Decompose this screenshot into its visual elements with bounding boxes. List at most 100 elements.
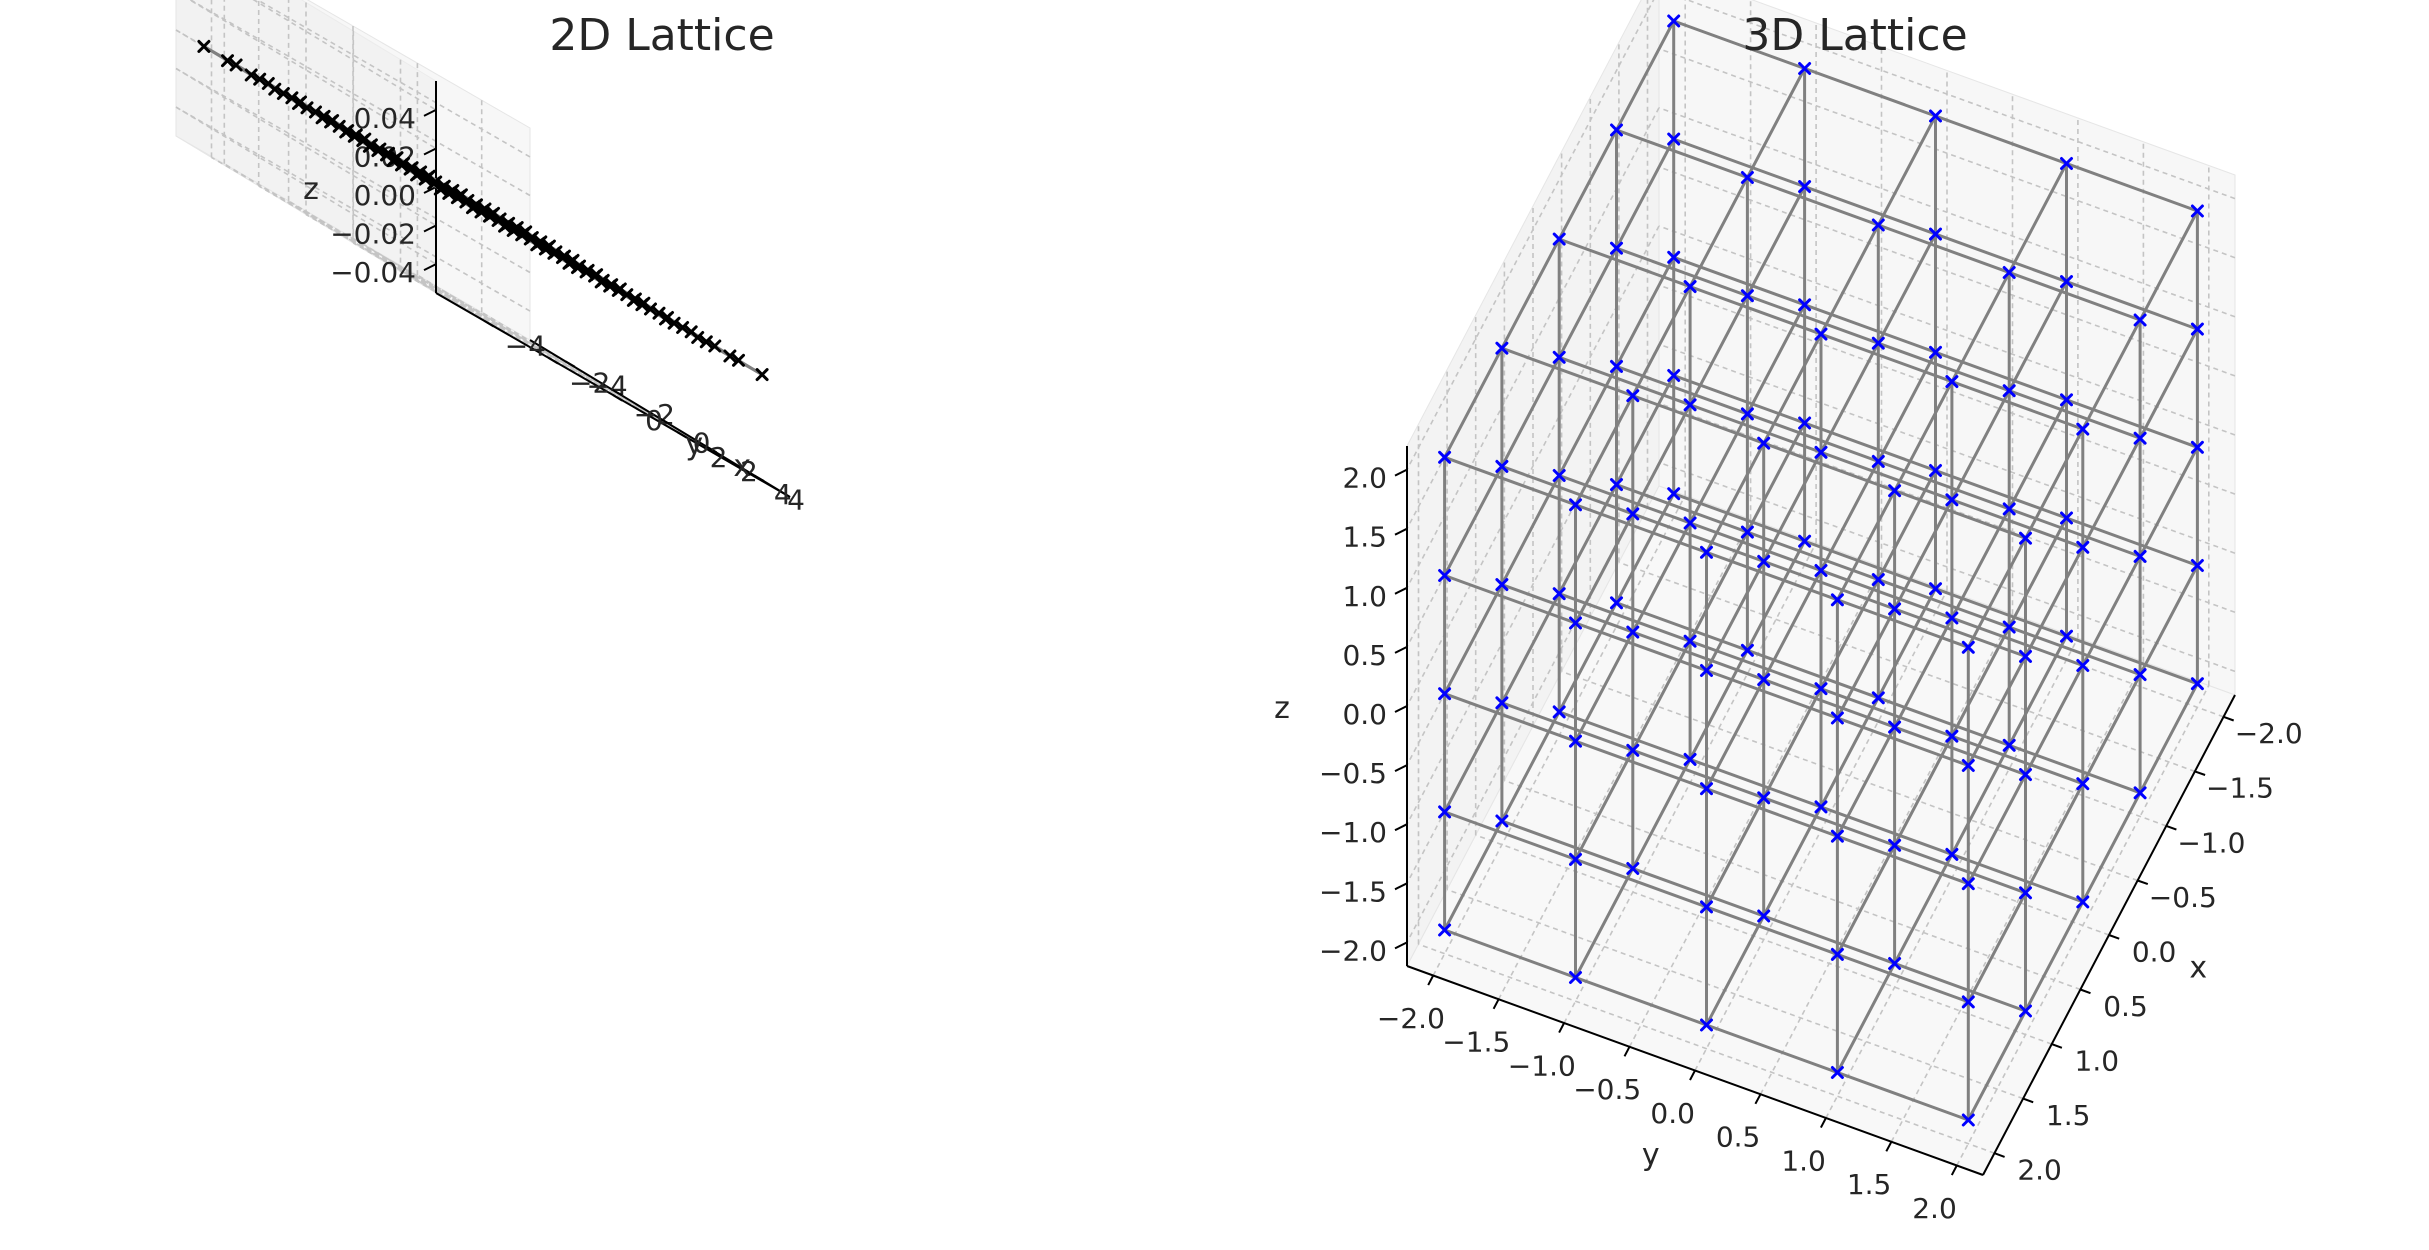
gridline-y-floor [288, 200, 550, 359]
x-tick-label: 0.0 [2132, 935, 2177, 968]
data-point [1552, 469, 1566, 482]
data-point [1667, 250, 1681, 264]
data-point [1700, 545, 1713, 559]
data-point [315, 111, 329, 125]
data-point [362, 139, 376, 153]
x-tick-label: 0 [693, 427, 711, 460]
data-point [1814, 445, 1828, 459]
data-point [2060, 393, 2073, 407]
data-point [1552, 705, 1566, 719]
z-tick-label: 0.00 [354, 179, 416, 212]
data-point [1830, 593, 1844, 607]
z-tick-label: −0.02 [330, 218, 416, 251]
data-point [1740, 407, 1754, 421]
data-point [1929, 109, 1942, 123]
data-point [1945, 847, 1959, 861]
data-point [2190, 440, 2204, 454]
z-tick [423, 224, 437, 233]
chart-title: 3D Lattice [1742, 10, 1967, 61]
data-point [474, 205, 488, 219]
x-tick [2194, 770, 2206, 776]
data-point [2019, 531, 2032, 545]
data-point [1610, 596, 1623, 610]
y-tick-label: −0.5 [1573, 1073, 1641, 1106]
gridline-z-side [1658, 107, 2236, 318]
y-tick-label: 0 [645, 404, 663, 437]
data-point [2133, 431, 2147, 445]
z-tick-label: 0.5 [1342, 639, 1387, 672]
gridline-y-floor [1890, 661, 2145, 1143]
data-point [483, 209, 496, 223]
data-point [2133, 549, 2147, 563]
data-point [1830, 947, 1844, 961]
z-tick [423, 109, 437, 117]
data-point [611, 283, 625, 297]
y-tick [1558, 1022, 1565, 1034]
gridline-x-floor [1561, 670, 2138, 882]
gridline-x-floor [1418, 943, 1995, 1154]
data-point [1438, 450, 1452, 464]
x-tick [706, 446, 718, 454]
data-point [1667, 369, 1681, 382]
data-point [1740, 643, 1754, 657]
data-point [2076, 777, 2090, 791]
data-point [1888, 957, 1902, 970]
data-point [1798, 62, 1812, 75]
data-point [691, 331, 705, 344]
data-point [1871, 336, 1885, 350]
y-tick-label: −1.5 [1442, 1026, 1510, 1059]
x-tick-label: 4 [787, 484, 805, 517]
data-point [418, 172, 432, 186]
data-point [579, 265, 593, 279]
lattice-points [1438, 14, 2204, 1127]
y-tick-label: 0.5 [1716, 1121, 1761, 1154]
y-tick [1820, 1117, 1827, 1129]
data-point [603, 279, 617, 293]
y-tick-label: 4 [774, 478, 792, 511]
data-point [1945, 611, 1959, 625]
data-point [1740, 171, 1754, 184]
data-point [626, 293, 640, 307]
data-point [2190, 322, 2204, 336]
gridline-z-back [188, 0, 437, 150]
y-axis-label: y [1642, 1138, 1660, 1173]
data-point [1626, 507, 1640, 521]
data-point [1888, 484, 1902, 498]
data-point [2060, 629, 2073, 643]
data-point [2002, 384, 2016, 398]
y-tick-label: −4 [505, 330, 546, 363]
z-tick [1394, 468, 1408, 477]
data-point [1945, 729, 1959, 743]
data-point [2060, 275, 2073, 289]
lattice-points [197, 39, 769, 382]
data-point [1610, 359, 1623, 373]
y-tick [741, 468, 752, 476]
z-tick [1394, 941, 1408, 950]
data-point [1495, 459, 1509, 473]
data-point [410, 168, 424, 182]
data-point [699, 335, 713, 349]
data-point [2019, 886, 2032, 900]
gridline-y-floor [223, 163, 485, 322]
data-point [1888, 838, 1902, 852]
x-tick-label: 1.5 [2046, 1099, 2091, 1132]
data-point [2190, 677, 2204, 691]
z-tick-label: −1.0 [1319, 816, 1387, 849]
gridline-y-floor [481, 311, 743, 470]
z-tick-label: 0.04 [354, 102, 416, 135]
data-point [2133, 786, 2147, 800]
chart-title: 2D Lattice [549, 10, 774, 61]
y-axis-label: y [685, 427, 703, 462]
z-tick [1394, 764, 1408, 772]
z-tick-label: 1.5 [1342, 521, 1387, 554]
x-tick [2022, 1097, 2034, 1104]
data-point [732, 353, 745, 367]
data-point [2133, 313, 2147, 327]
data-point [1610, 123, 1623, 137]
x-tick [1994, 1152, 2005, 1158]
gridline-z-side [1685, 0, 2236, 200]
data-point [1961, 995, 1975, 1009]
z-tick [423, 186, 437, 194]
data-point [1683, 752, 1697, 766]
data-point [2002, 266, 2016, 279]
